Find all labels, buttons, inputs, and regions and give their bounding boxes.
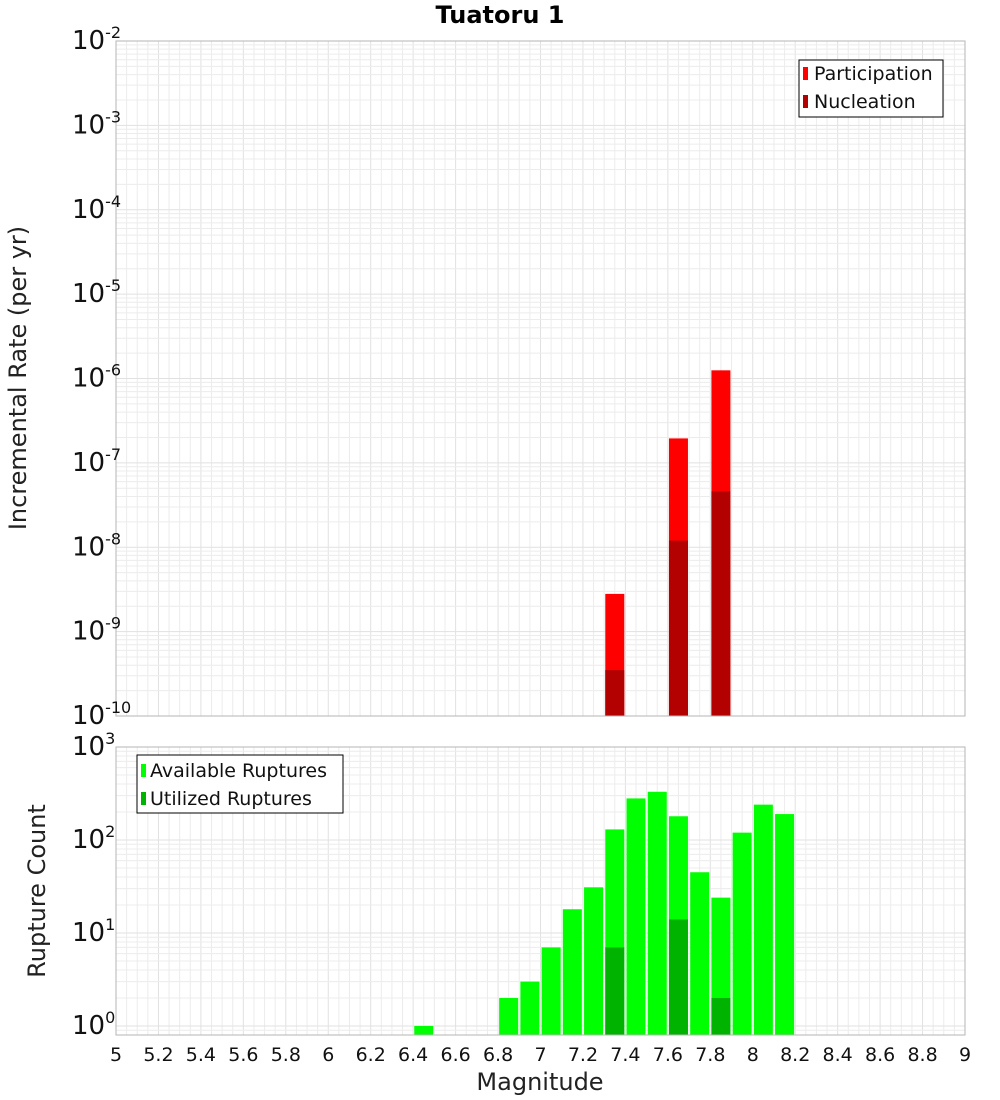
top-y-axis-ticks: 10-10 10-9 10-8 10-7 10-6 10-5 10-4 10-3 10-2 (72, 23, 131, 731)
bottom-bar-available-ruptures (647, 791, 667, 1035)
bottom-bar-available-ruptures (626, 798, 646, 1035)
legend-swatch-utilized-ruptures (141, 792, 146, 805)
x-tick-label: 6.6 (440, 1044, 470, 1066)
bottom-bar-available-ruptures (690, 872, 710, 1035)
top-ytick-label: 10-10 (72, 698, 131, 731)
top-bar-nucleation (668, 540, 688, 716)
top-ytick-label: 10-8 (72, 529, 121, 562)
bottom-bar-available-ruptures (414, 1025, 434, 1035)
top-bar-nucleation (711, 491, 731, 716)
x-tick-label: 6 (322, 1044, 334, 1066)
bottom-y-axis-ticks: 100 101 102 103 (72, 729, 115, 1041)
bottom-bar-available-ruptures (775, 814, 795, 1035)
bottom-y-axis-label: Rupture Count (23, 804, 51, 978)
top-ytick-label: 10-7 (72, 445, 121, 478)
x-tick-label: 6.4 (398, 1044, 428, 1066)
x-tick-label: 9 (959, 1044, 971, 1066)
x-tick-label: 7.4 (610, 1044, 640, 1066)
legend-label-participation: Participation (814, 63, 933, 85)
top-bar-nucleation (605, 670, 625, 716)
bottom-bar-available-ruptures (520, 981, 540, 1035)
x-tick-label: 7.6 (653, 1044, 683, 1066)
bottom-legend: Available Ruptures Utilized Ruptures (136, 754, 344, 814)
x-tick-label: 8.4 (823, 1044, 853, 1066)
x-tick-label: 8 (747, 1044, 759, 1066)
x-tick-label: 5.4 (186, 1044, 216, 1066)
x-tick-label: 8.2 (780, 1044, 810, 1066)
bottom-bar-utilized-ruptures (668, 919, 688, 1035)
chart-title: Tuatoru 1 (436, 1, 565, 29)
bottom-ytick-label: 102 (72, 822, 115, 855)
bottom-bar-available-ruptures (753, 804, 773, 1035)
legend-swatch-available-ruptures (141, 764, 146, 777)
x-tick-label: 5.6 (228, 1044, 258, 1066)
top-ytick-label: 10-4 (72, 192, 121, 225)
x-axis-ticks: 5 5.2 5.4 5.6 5.8 6 6.2 6.4 6.6 6.8 7 7.2 7.4 7.6 7.8 8… (110, 1044, 971, 1066)
x-tick-label: 5.2 (143, 1044, 173, 1066)
top-legend: Participation Nucleation (798, 59, 944, 118)
x-axis-label: Magnitude (476, 1068, 603, 1096)
top-plot-frame (115, 40, 966, 717)
bottom-ytick-label: 100 (72, 1008, 115, 1041)
top-ytick-label: 10-3 (72, 107, 121, 140)
legend-label-utilized-ruptures: Utilized Ruptures (150, 788, 312, 810)
top-legend-box (798, 59, 944, 118)
bottom-ytick-label: 101 (72, 915, 115, 948)
bottom-ytick-label: 103 (72, 729, 115, 762)
bottom-plot-gridlines (115, 746, 966, 1036)
bottom-bar-utilized-ruptures (711, 997, 731, 1035)
bottom-bar-available-ruptures (499, 997, 519, 1035)
x-tick-label: 7.8 (695, 1044, 725, 1066)
x-tick-label: 5.8 (271, 1044, 301, 1066)
x-tick-label: 8.6 (865, 1044, 895, 1066)
bottom-plot-bars (414, 791, 795, 1035)
top-plot-gridlines (115, 40, 966, 717)
x-tick-label: 7 (534, 1044, 546, 1066)
top-ytick-label: 10-5 (72, 276, 121, 309)
bottom-bar-available-ruptures (541, 947, 561, 1035)
x-tick-label: 8.8 (907, 1044, 937, 1066)
x-tick-label: 7.2 (568, 1044, 598, 1066)
top-y-axis-label: Incremental Rate (per yr) (4, 226, 32, 530)
bottom-bar-available-ruptures (562, 909, 582, 1035)
x-tick-label: 6.8 (483, 1044, 513, 1066)
legend-swatch-participation (803, 67, 808, 80)
legend-label-available-ruptures: Available Ruptures (150, 760, 327, 782)
legend-label-nucleation: Nucleation (814, 91, 916, 113)
bottom-bar-utilized-ruptures (605, 947, 625, 1035)
bottom-bar-available-ruptures (584, 887, 604, 1035)
x-tick-label: 5 (110, 1044, 122, 1066)
top-plot-bars (605, 370, 731, 716)
bottom-legend-box (136, 754, 344, 814)
x-tick-label: 6.2 (356, 1044, 386, 1066)
legend-swatch-nucleation (803, 95, 808, 108)
bottom-plot-frame (115, 746, 966, 1036)
top-ytick-label: 10-2 (72, 23, 121, 56)
top-ytick-label: 10-9 (72, 614, 121, 647)
top-ytick-label: 10-6 (72, 361, 121, 394)
bottom-bar-available-ruptures (732, 832, 752, 1035)
